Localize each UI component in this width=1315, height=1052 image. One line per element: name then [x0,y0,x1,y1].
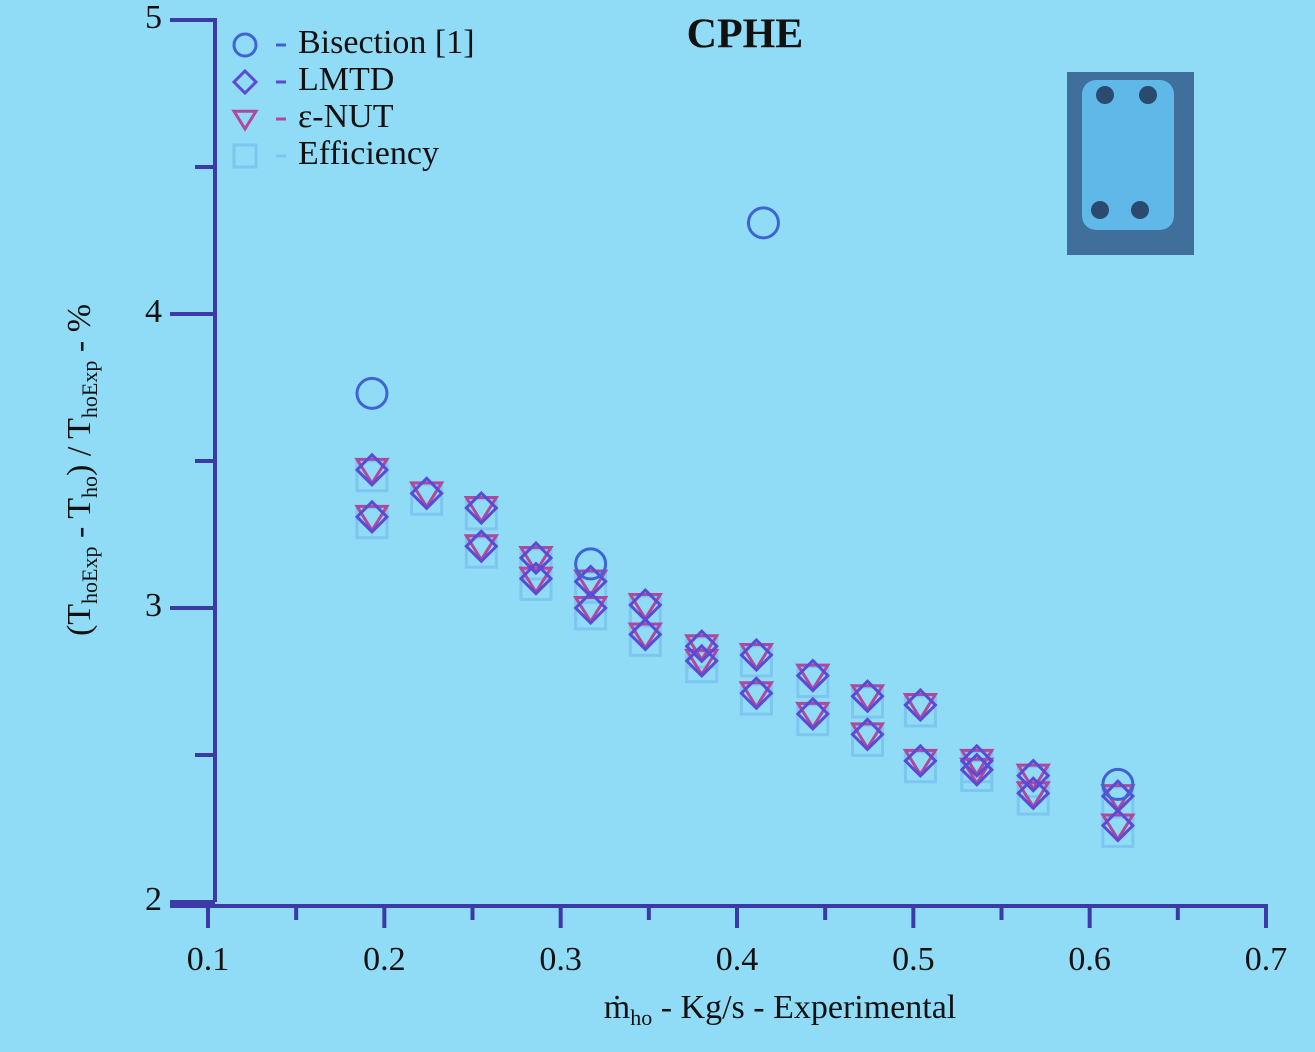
chart-title: CPHE [687,12,804,58]
marker-triangle [795,663,831,692]
y-axis-label: (ThoExp - Tho) / ThoExp - % [61,304,102,636]
label-part: - T [61,498,98,547]
marker-diamond [850,717,885,752]
marker-diamond [409,476,444,511]
marker-diamond [739,676,774,711]
marker-circle [1101,767,1135,801]
subscript: hoExp [77,361,102,418]
marker-diamond [739,637,774,673]
marker-diamond [959,743,994,779]
marker-triangle [849,684,886,713]
subscript: ho [630,1005,652,1030]
marker-triangle [902,693,939,722]
marker-triangle [572,569,609,598]
x-tick-label: 0.5 [892,941,935,978]
subscript: hoExp [77,546,102,603]
legend-marker [232,32,258,58]
marker-diamond [850,679,885,714]
marker-diamond [464,490,499,526]
marker-diamond [464,529,499,564]
marker-triangle [408,481,445,510]
legend-label: ε-NUT [298,98,394,135]
legend-label: Bisection [1] [298,24,475,61]
marker-triangle [1100,813,1136,842]
marker-diamond [518,561,554,596]
marker-triangle [463,534,500,563]
label-part: ṁ [604,989,630,1026]
marker-triangle [959,757,995,787]
marker-diamond [903,743,938,779]
marker-diamond [684,629,719,664]
marker-diamond [573,590,608,626]
marker-triangle [627,593,664,622]
marker-diamond [518,540,554,576]
y-tick-label: 4 [145,293,162,330]
marker-triangle [684,648,720,678]
label-part: ) / T [61,418,98,476]
marker-triangle [902,748,939,778]
x-tick-label: 0.7 [1245,941,1288,978]
legend-label: Efficiency [298,135,439,172]
legend-label: LMTD [298,61,394,98]
marker-triangle [354,504,390,534]
marker-diamond [1016,776,1051,811]
marker-circle [355,376,389,410]
y-tick-label: 2 [145,881,162,918]
x-tick-label: 0.3 [539,941,582,978]
subscript: ho [77,476,102,498]
y-tick-label: 5 [145,0,162,36]
marker-circle [574,547,608,581]
y-tick-label: 3 [145,587,162,624]
device-photo [1067,72,1194,255]
marker-diamond [354,452,390,487]
label-part: (T [61,604,98,636]
legend-marker [232,143,258,169]
marker-triangle [1015,763,1051,792]
marker-diamond [354,499,390,534]
marker-triangle [684,634,720,663]
marker-circle [746,206,780,240]
marker-triangle [463,496,500,525]
marker-triangle [354,457,390,487]
x-tick-label: 0.6 [1068,941,1111,978]
marker-triangle [518,546,554,575]
marker-triangle [627,622,664,651]
marker-triangle [738,643,775,672]
label-part: - % [61,304,98,361]
marker-diamond [628,617,663,652]
marker-diamond [795,696,830,731]
marker-diamond [1016,758,1051,793]
marker-diamond [903,687,938,723]
marker-triangle [518,566,554,595]
marker-triangle [1015,781,1051,810]
marker-diamond [959,752,994,787]
legend-marker [231,68,259,96]
x-tick-label: 0.2 [363,941,406,978]
marker-triangle [795,701,831,731]
x-tick-label: 0.1 [187,941,230,978]
marker-triangle [849,722,886,751]
marker-diamond [795,658,830,693]
x-tick-label: 0.4 [716,941,759,978]
legend-marker [231,109,259,132]
marker-diamond [1100,808,1136,843]
label-part: - Kg/s - Experimental [652,989,956,1026]
marker-triangle [738,681,775,710]
marker-diamond [684,643,719,679]
x-axis-label: ṁho - Kg/s - Experimental [604,989,956,1030]
